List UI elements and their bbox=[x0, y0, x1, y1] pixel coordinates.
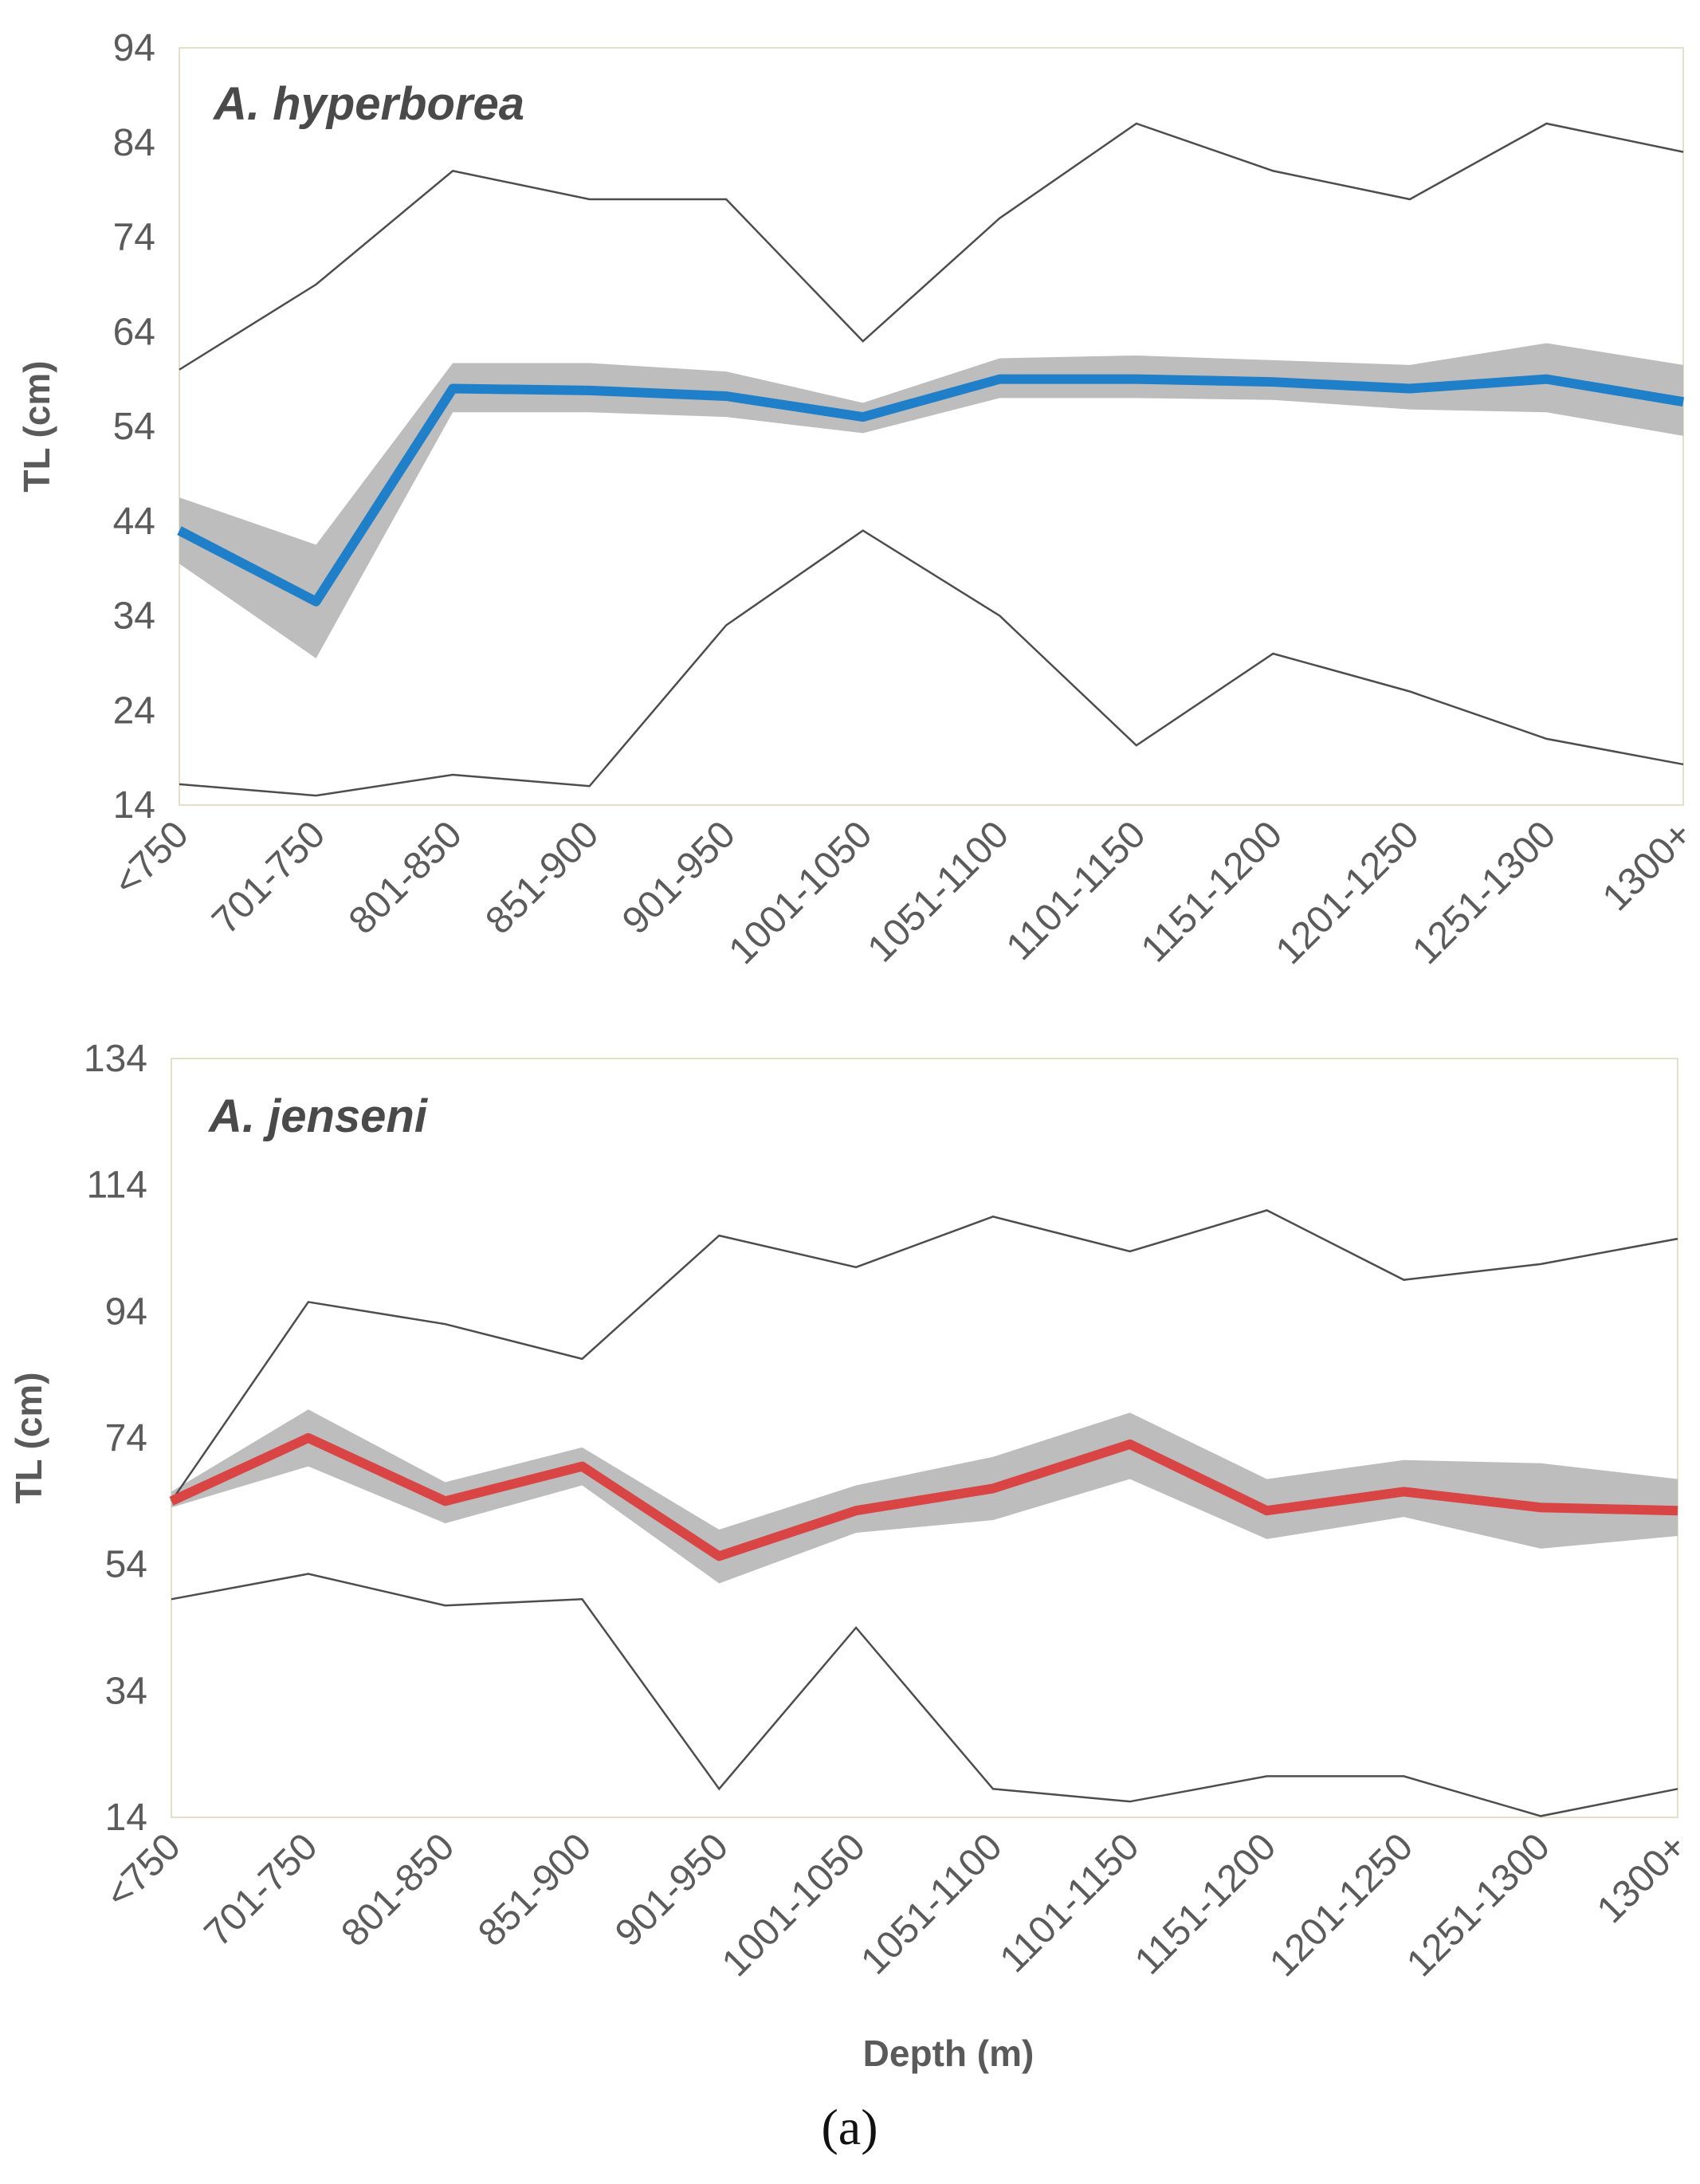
y-tick-label: 34 bbox=[105, 1670, 147, 1712]
x-tick-label: 701-750 bbox=[197, 1825, 326, 1954]
x-tick-label: 801-850 bbox=[341, 813, 470, 942]
x-tick-label: 1051-1100 bbox=[853, 1825, 1010, 1982]
x-tick-label: 1300+ bbox=[1595, 813, 1700, 919]
x-tick-label: 1001-1050 bbox=[721, 813, 881, 972]
y-tick-label: 94 bbox=[105, 1290, 147, 1333]
x-tick-label: <750 bbox=[106, 813, 197, 904]
x-tick-label: 1101-1150 bbox=[992, 1825, 1148, 1981]
x-tick-label: 801-850 bbox=[333, 1825, 462, 1954]
y-tick-label: 14 bbox=[113, 784, 155, 827]
x-tick-label: 1251-1300 bbox=[1404, 813, 1564, 972]
y-tick-label: 114 bbox=[86, 1165, 147, 1207]
x-tick-label: 1201-1250 bbox=[1268, 813, 1427, 972]
chart-a-jenseni: 14 34 54 74 94 114 134 <750 701-750 801-850 851-90… bbox=[8, 1038, 1695, 2074]
y-tick-label: 134 bbox=[84, 1038, 147, 1080]
y-tick-label: 54 bbox=[113, 406, 155, 448]
y-tick-label: 84 bbox=[113, 122, 155, 164]
y-tick-label: 74 bbox=[113, 217, 155, 259]
plot-area bbox=[171, 1058, 1678, 1818]
figure-label: (a) bbox=[821, 2099, 877, 2155]
y-tick-label: 24 bbox=[113, 689, 155, 732]
x-tick-label: 1201-1250 bbox=[1262, 1825, 1421, 1985]
min-line bbox=[179, 529, 1684, 797]
x-tick-label: 1051-1100 bbox=[860, 813, 1017, 970]
species-title: A. hyperborea bbox=[212, 78, 524, 130]
species-title: A. jenseni bbox=[207, 1090, 429, 1142]
x-tick-label: 1251-1300 bbox=[1399, 1825, 1558, 1985]
x-tick-label: 851-900 bbox=[477, 813, 607, 942]
x-tick-label: 901-950 bbox=[607, 1825, 736, 1954]
confidence-band bbox=[179, 343, 1683, 658]
y-axis-title: TL (cm) bbox=[8, 1372, 49, 1503]
y-tick-label: 14 bbox=[105, 1797, 147, 1839]
x-tick-label: 1101-1150 bbox=[999, 813, 1154, 968]
y-tick-label: 64 bbox=[113, 311, 155, 353]
max-line bbox=[170, 1209, 1678, 1502]
x-tick-label: 851-900 bbox=[470, 1825, 599, 1954]
chart-a-hyperborea: 14 24 34 44 54 64 74 84 94 <750 701-750 801-850 851-… bbox=[16, 27, 1700, 972]
mean-line bbox=[177, 374, 1684, 607]
y-tick-label: 74 bbox=[105, 1417, 147, 1459]
x-tick-label: 901-950 bbox=[614, 813, 744, 942]
mean-line bbox=[169, 1433, 1678, 1561]
min-line bbox=[171, 1573, 1678, 1817]
x-tick-label: 1001-1050 bbox=[714, 1825, 874, 1985]
y-axis-title: TL (cm) bbox=[16, 360, 57, 492]
x-tick-label: <750 bbox=[98, 1825, 189, 1916]
y-tick-label: 44 bbox=[113, 501, 155, 543]
max-line bbox=[179, 122, 1684, 371]
x-axis-title: Depth (m) bbox=[863, 2033, 1035, 2074]
x-tick-label: 701-750 bbox=[204, 813, 333, 942]
plot-area bbox=[179, 47, 1684, 806]
y-tick-label: 94 bbox=[113, 27, 155, 69]
x-tick-label: 1151-1200 bbox=[1127, 1825, 1284, 1982]
y-tick-label: 34 bbox=[113, 595, 155, 638]
x-tick-label: 1300+ bbox=[1589, 1825, 1695, 1931]
y-tick-label: 54 bbox=[105, 1544, 147, 1586]
x-tick-label: 1151-1200 bbox=[1133, 813, 1290, 970]
